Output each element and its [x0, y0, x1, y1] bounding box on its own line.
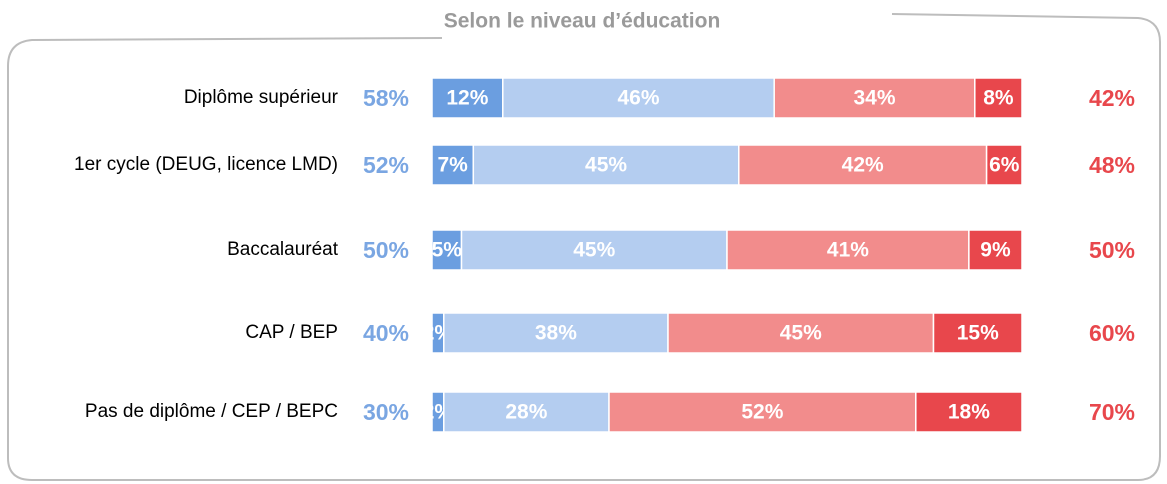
total-right: 70%	[1089, 399, 1135, 425]
category-text: 1er cycle (DEUG, licence LMD)	[74, 154, 338, 175]
total-left: 58%	[363, 85, 409, 111]
category-text: Diplôme supérieur	[183, 87, 338, 108]
bar-segment	[932, 312, 1023, 354]
bar-segment	[968, 229, 1023, 271]
segment-label: 46%	[617, 87, 659, 110]
total-right: 42%	[1089, 85, 1135, 111]
category-label: 1er cycle (DEUG, licence LMD)	[74, 135, 338, 195]
bar-segment	[460, 229, 728, 271]
segment-label: 5%	[432, 239, 463, 262]
category-label: Baccalauréat	[227, 220, 338, 280]
segment-label: 28%	[505, 401, 547, 424]
total-left: 40%	[363, 320, 409, 346]
segment-label: 15%	[957, 322, 999, 345]
bar-segment	[472, 144, 740, 186]
category-label: CAP / BEP	[245, 303, 338, 363]
total-left: 52%	[363, 152, 409, 178]
segment-label: 34%	[853, 87, 895, 110]
segment-label: 6%	[989, 154, 1020, 177]
bar-segment	[726, 229, 970, 271]
bar-segment	[431, 229, 463, 271]
segment-label: 38%	[535, 322, 577, 345]
total-left: 30%	[363, 399, 409, 425]
segment-label: 45%	[780, 322, 822, 345]
segment-label: 42%	[842, 154, 884, 177]
bar-segment	[738, 144, 988, 186]
bar-segment	[915, 391, 1023, 433]
bar-segment	[443, 312, 669, 354]
total-right: 60%	[1089, 320, 1135, 346]
bar-segment	[985, 144, 1023, 186]
bar-segment	[431, 144, 475, 186]
segment-label: 41%	[827, 239, 869, 262]
total-right: 48%	[1089, 152, 1135, 178]
bar-segment	[608, 391, 917, 433]
segment-label: 18%	[948, 401, 990, 424]
chart-title: Selon le niveau d’éducation	[444, 10, 721, 33]
segment-label: 52%	[741, 401, 783, 424]
category-label: Pas de diplôme / CEP / BEPC	[85, 382, 338, 442]
category-text: Pas de diplôme / CEP / BEPC	[84, 401, 338, 422]
total-right: 50%	[1089, 237, 1135, 263]
bar-segment	[974, 77, 1023, 119]
segment-label: 45%	[585, 154, 627, 177]
frame	[7, 13, 1161, 481]
category-text: CAP / BEP	[245, 322, 338, 343]
segment-label: 9%	[980, 239, 1011, 262]
total-left: 50%	[363, 237, 409, 263]
segment-label: 8%	[983, 87, 1014, 110]
category-text: Baccalauréat	[227, 239, 338, 260]
bar-segment	[667, 312, 935, 354]
segment-label: 12%	[446, 87, 488, 110]
category-label: Diplôme supérieur	[184, 68, 338, 128]
segment-label: 45%	[573, 239, 615, 262]
bar-segment	[502, 77, 775, 119]
segment-label: 7%	[437, 154, 468, 177]
